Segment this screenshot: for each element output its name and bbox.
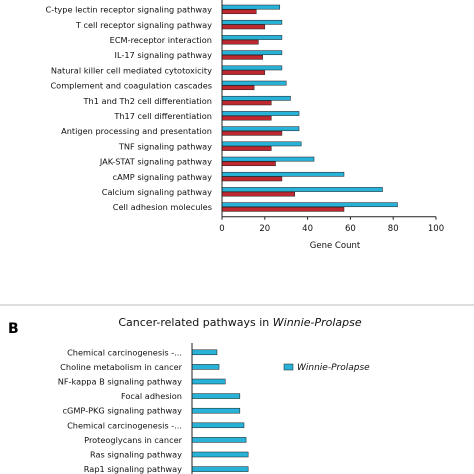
- bar: [221, 39, 259, 45]
- category-label: IL-17 signaling pathway: [115, 50, 213, 60]
- bar: [221, 202, 398, 208]
- bar: [191, 378, 226, 385]
- bar: [221, 95, 291, 101]
- bar: [221, 65, 283, 71]
- bar: [191, 364, 220, 370]
- bar: [221, 19, 283, 25]
- x-tick-label: 20: [259, 224, 270, 234]
- bar: [221, 126, 300, 132]
- bar: [221, 50, 283, 56]
- chart-title-emph: Winnie-Prolapse: [273, 316, 362, 329]
- bar: [221, 176, 283, 182]
- panel-a-chart: C-type lectin receptor signaling pathway…: [46, 0, 444, 251]
- bar: [191, 393, 241, 399]
- category-label: C-type lectin receptor signaling pathway: [46, 5, 213, 15]
- category-label: cAMP signaling pathway: [113, 172, 213, 182]
- category-label: JAK-STAT signaling pathway: [99, 157, 212, 167]
- bar: [221, 115, 272, 121]
- bar: [221, 156, 315, 162]
- bar: [221, 191, 296, 197]
- category-label: Natural killer cell mediated cytotoxicit…: [51, 65, 212, 75]
- bar: [221, 111, 300, 116]
- category-label: NF-kappa B signaling pathway: [58, 377, 182, 387]
- category-label: cGMP-PKG signaling pathway: [62, 406, 182, 416]
- x-tick-label: 0: [219, 224, 224, 234]
- bar: [191, 349, 218, 356]
- category-label: Chemical carcinogenesis -...: [67, 347, 182, 357]
- bar: [221, 206, 345, 212]
- bar: [221, 130, 283, 136]
- category-label: Rap1 signaling pathway: [84, 464, 182, 474]
- category-label: Cell adhesion molecules: [113, 202, 212, 212]
- category-label: Focal adhesion: [121, 391, 182, 401]
- category-label: Complement and coagulation cascades: [50, 81, 212, 91]
- x-axis-title: Gene Count: [310, 241, 361, 251]
- bar: [221, 54, 263, 60]
- bar: [221, 141, 302, 147]
- bar: [191, 437, 247, 443]
- bar: [221, 24, 266, 30]
- bar: [221, 4, 281, 10]
- bar: [221, 9, 257, 15]
- bar: [221, 171, 345, 177]
- bar: [221, 35, 283, 40]
- x-tick-label: 80: [388, 224, 399, 234]
- chart-title: Cancer-related pathways in Winnie-Prolap…: [118, 316, 361, 329]
- bar: [191, 422, 245, 429]
- bar: [221, 70, 266, 75]
- category-label: ECM-receptor interaction: [110, 35, 212, 45]
- bar: [221, 85, 255, 91]
- bar: [191, 451, 249, 458]
- x-tick-label: 100: [428, 224, 444, 234]
- bar: [221, 80, 287, 86]
- bar: [221, 161, 276, 167]
- category-label: Th1 and Th2 cell differentiation: [83, 96, 212, 106]
- legend-label: Winnie-Prolapse: [297, 363, 370, 373]
- panel-label: B: [8, 321, 19, 337]
- bar: [221, 146, 272, 151]
- category-label: T cell receptor signaling pathway: [75, 20, 212, 30]
- category-label: Ras signaling pathway: [90, 450, 182, 460]
- bar: [191, 466, 249, 472]
- chart-title-main: Cancer-related pathways in: [118, 316, 272, 329]
- category-label: Choline metabolism in cancer: [60, 362, 182, 372]
- category-label: Proteoglycans in cancer: [84, 435, 182, 445]
- category-label: TNF signaling pathway: [118, 141, 212, 151]
- category-label: Th17 cell differentiation: [113, 111, 212, 121]
- bar: [191, 407, 241, 414]
- panel-b-chart: B Cancer-related pathways in Winnie-Prola…: [8, 316, 370, 474]
- x-tick-label: 40: [302, 224, 313, 234]
- bar: [221, 100, 272, 106]
- x-tick-label: 60: [345, 224, 356, 234]
- category-label: Antigen processing and presentation: [61, 126, 212, 136]
- category-label: Calcium signaling pathway: [102, 187, 212, 197]
- category-label: Chemical carcinogenesis -...: [67, 420, 182, 430]
- bar: [221, 187, 383, 192]
- legend-swatch: [283, 363, 294, 371]
